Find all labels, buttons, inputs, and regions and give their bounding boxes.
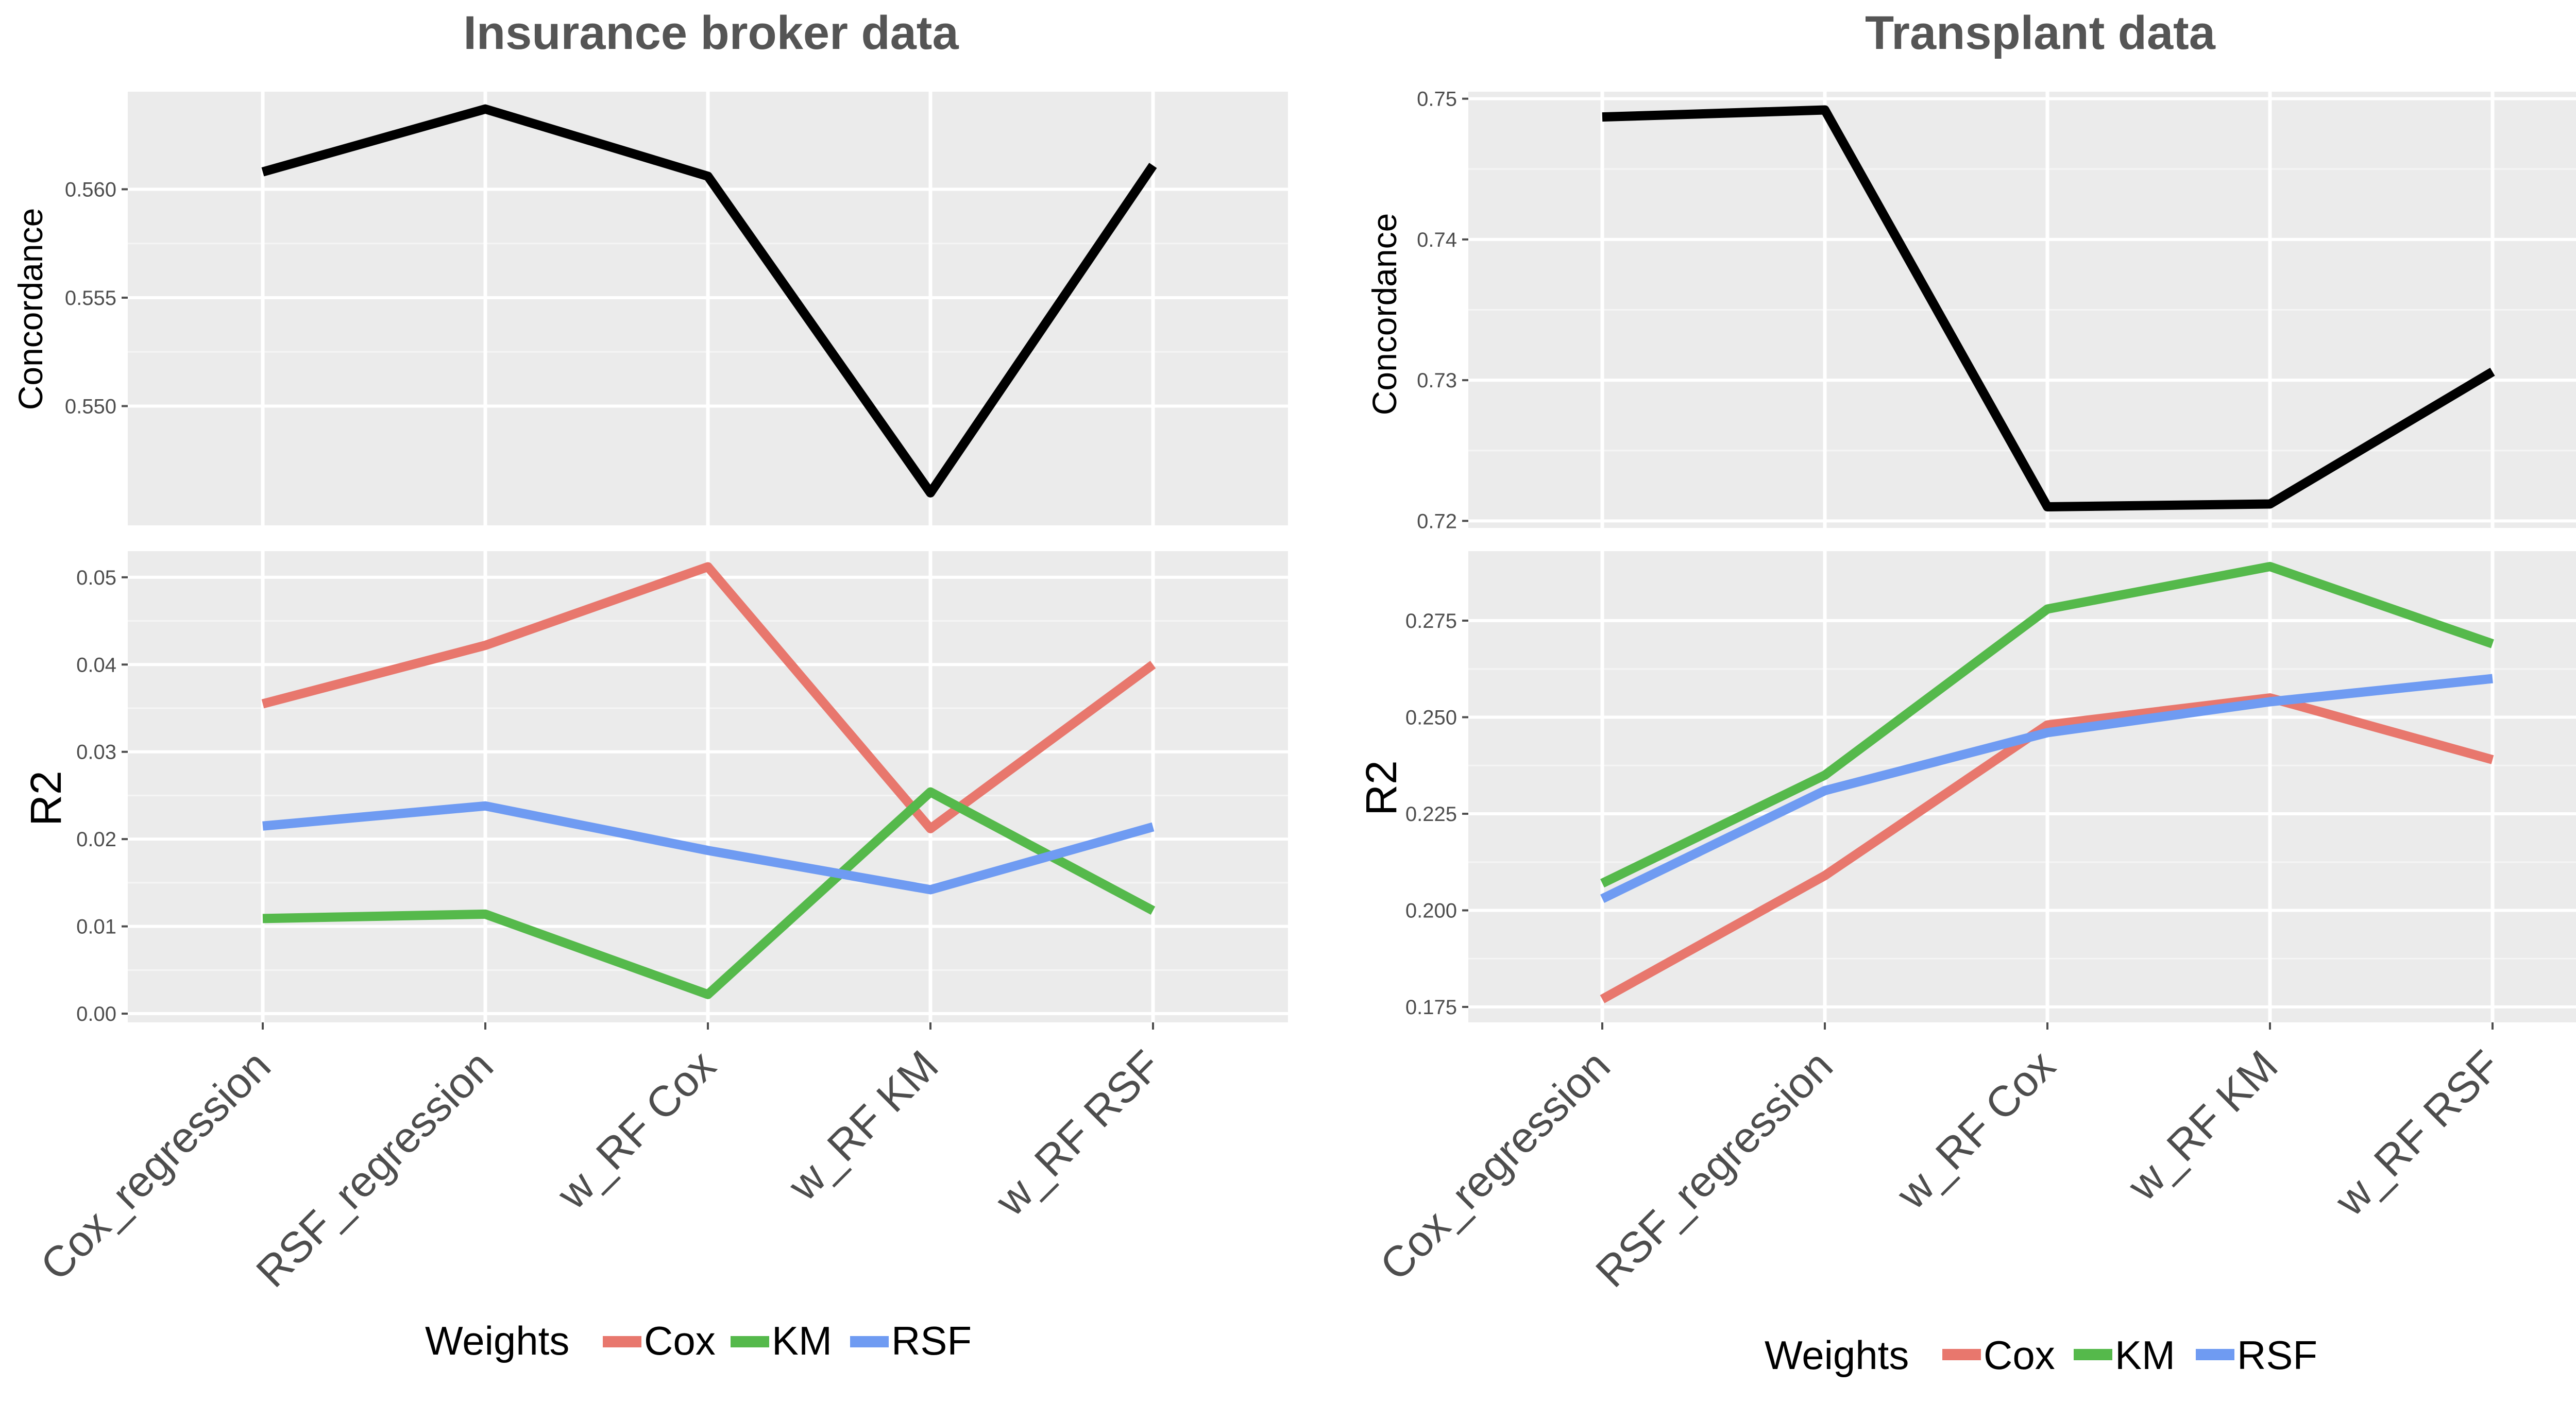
left-bottom-ylabel: R2 (22, 771, 70, 826)
right-bottom-ylabel: R2 (1357, 760, 1405, 815)
left-top-ytick-label: 0.550 (65, 395, 116, 418)
left-legend-label-rsf: RSF (891, 1318, 972, 1363)
left-bottom-series-line-rsf (262, 801, 1155, 895)
right-legend-label-km: KM (2115, 1332, 2175, 1378)
right-top-ytick-label: 0.75 (1417, 88, 1457, 111)
right-top-series-line-concordance (1602, 105, 2495, 512)
left-top-ytick-label: 0.555 (65, 287, 116, 310)
right-bottom-series-line-cox (1600, 693, 2494, 1003)
left-bottom-series-line-cox (261, 562, 1156, 833)
right-bottom-series-line-rsf (1600, 674, 2493, 903)
right-bottom-ytick-label: 0.275 (1405, 610, 1457, 632)
left-bottom-ytick-label: 0.04 (76, 654, 116, 676)
right-bottom-ytick-label: 0.200 (1405, 900, 1457, 922)
left-bottom-ytick-label: 0.01 (76, 916, 116, 938)
left-bottom-ytick-label: 0.02 (76, 828, 116, 851)
left-bottom-ytick-label: 0.00 (76, 1003, 116, 1025)
right-legend: Weights Cox KM RSF (1765, 1332, 2317, 1378)
right-bottom-ytick-label: 0.225 (1405, 803, 1457, 826)
left-top-ytick-label: 0.560 (65, 178, 116, 201)
left-legend-label-km: KM (772, 1318, 832, 1363)
right-legend-label-cox: Cox (1984, 1332, 2055, 1378)
left-bottom-ytick-label: 0.03 (76, 741, 116, 764)
right-chart-title: Transplant data (1865, 7, 2216, 59)
left-legend: Weights Cox KM RSF (425, 1318, 972, 1363)
left-legend-title: Weights (425, 1318, 569, 1363)
right-bottom-ytick-label: 0.175 (1405, 996, 1457, 1019)
right-bottom-series-line-km (1600, 562, 2494, 888)
right-legend-title: Weights (1765, 1332, 1909, 1378)
left-legend-label-cox: Cox (644, 1318, 716, 1363)
right-top-ytick-label: 0.74 (1417, 229, 1457, 251)
right-top-ytick-label: 0.73 (1417, 369, 1457, 392)
left-top-series-line-concordance (261, 104, 1157, 498)
right-top-ytick-label: 0.72 (1417, 510, 1457, 533)
right-top-ylabel: Concordance (1365, 213, 1403, 416)
left-bottom-series-line-km (262, 787, 1156, 999)
right-legend-label-rsf: RSF (2237, 1332, 2317, 1378)
left-bottom-ytick-label: 0.05 (76, 567, 116, 589)
left-top-ylabel: Concordance (11, 208, 49, 410)
right-bottom-ytick-label: 0.250 (1405, 707, 1457, 729)
left-chart-title: Insurance broker data (463, 7, 959, 59)
